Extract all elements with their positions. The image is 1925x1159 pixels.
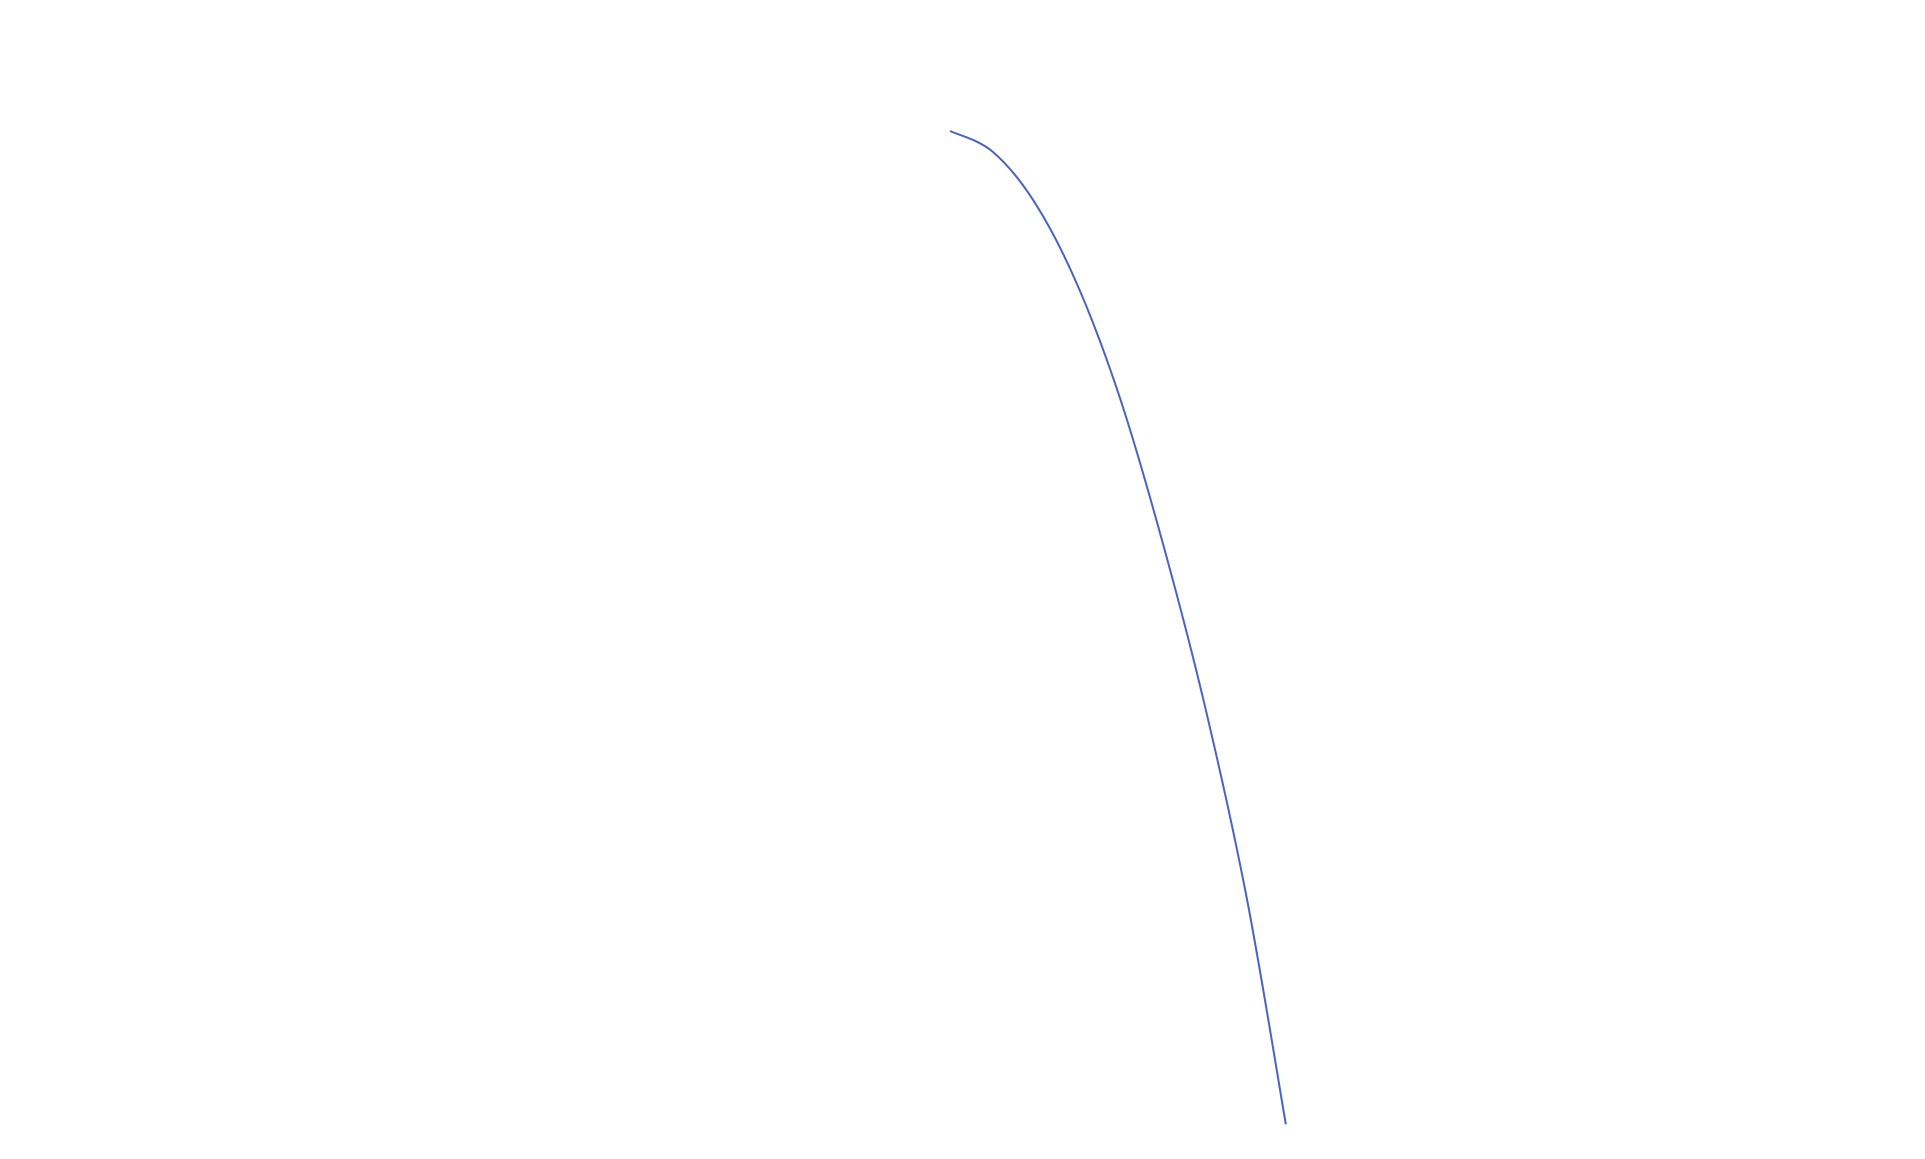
series-layer: [949, 130, 1287, 1125]
series-line-0: [949, 130, 1287, 1125]
